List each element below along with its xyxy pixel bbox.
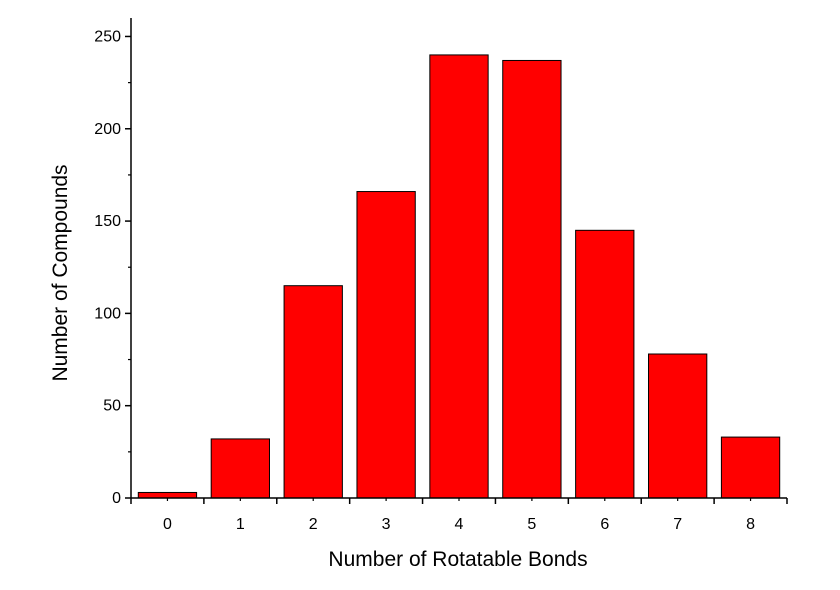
bar-3 <box>356 191 416 499</box>
y-tick-label: 100 <box>94 305 121 322</box>
bar-6 <box>575 229 635 499</box>
y-tick-label: 250 <box>94 28 121 45</box>
x-tick-label: 5 <box>527 516 536 533</box>
x-tick-label: 7 <box>673 516 682 533</box>
x-tick-label: 8 <box>746 516 755 533</box>
bar-1 <box>210 438 270 499</box>
x-tick-label: 3 <box>382 516 391 533</box>
x-axis-title: Number of Rotatable Bonds <box>328 548 587 571</box>
y-tick-label: 150 <box>94 213 121 230</box>
ticks-group: 0 50 100 150 200 250 0 1 2 3 4 5 6 7 8 <box>94 28 788 533</box>
y-tick-label: 50 <box>103 398 121 415</box>
bars-group <box>137 54 781 499</box>
bar-2 <box>283 285 343 499</box>
x-tick-label: 1 <box>236 516 245 533</box>
x-tick-label: 2 <box>309 516 318 533</box>
x-tick-label: 0 <box>163 516 172 533</box>
bar-7 <box>648 353 708 499</box>
x-tick-label: 4 <box>455 516 464 533</box>
y-tick-label: 200 <box>94 121 121 138</box>
bar-8 <box>720 436 781 499</box>
bar-4 <box>429 54 489 499</box>
y-tick-label: 0 <box>112 490 121 507</box>
y-axis-title: Number of Compounds <box>49 164 72 381</box>
bar-0 <box>137 491 198 499</box>
bar-5 <box>502 59 562 499</box>
x-tick-label: 6 <box>600 516 609 533</box>
